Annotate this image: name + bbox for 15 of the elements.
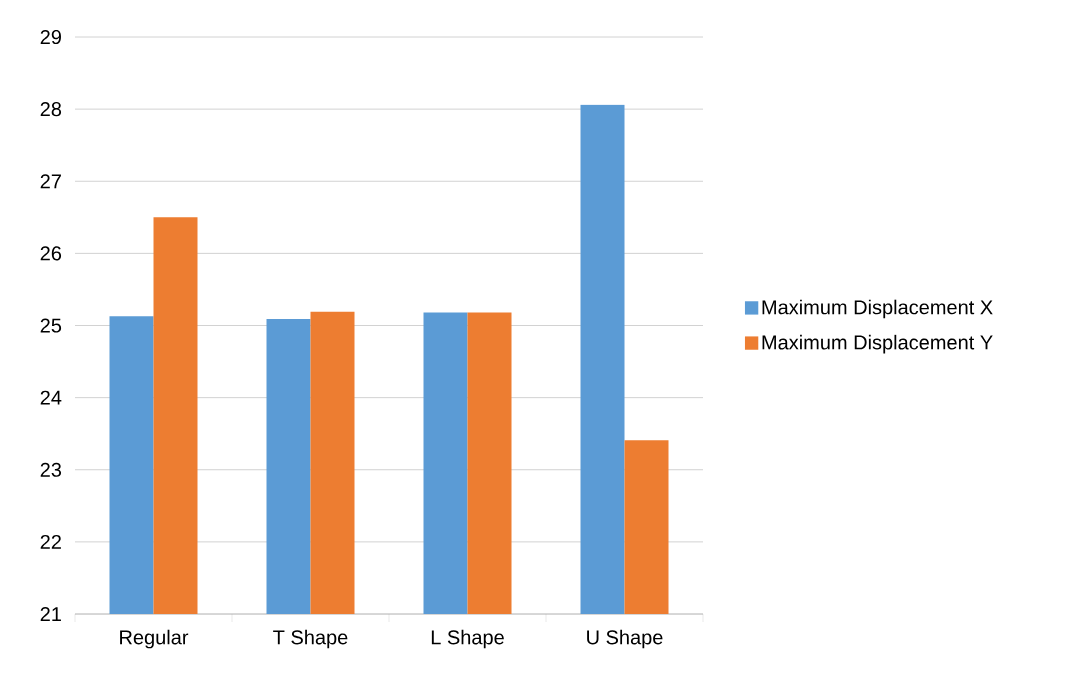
legend-label: Maximum Displacement Y bbox=[762, 334, 993, 354]
y-tick-label: 26 bbox=[40, 246, 62, 261]
y-tick-label: 28 bbox=[40, 102, 62, 117]
x-tick-label: Regular bbox=[120, 629, 189, 649]
y-tick-label: 21 bbox=[40, 607, 61, 621]
y-tick-label: 27 bbox=[40, 174, 61, 189]
y-tick-label: 29 bbox=[40, 29, 61, 45]
legend-label: Maximum Displacement X bbox=[762, 299, 993, 319]
y-tick-label: 24 bbox=[40, 390, 62, 405]
x-tick-label: L Shape bbox=[431, 629, 504, 649]
x-tick-label: T Shape bbox=[273, 629, 348, 649]
y-tick-label: 23 bbox=[40, 462, 62, 477]
y-tick-label: 22 bbox=[40, 534, 61, 549]
y-tick-label: 25 bbox=[40, 318, 62, 333]
x-tick-label: U Shape bbox=[587, 629, 663, 649]
